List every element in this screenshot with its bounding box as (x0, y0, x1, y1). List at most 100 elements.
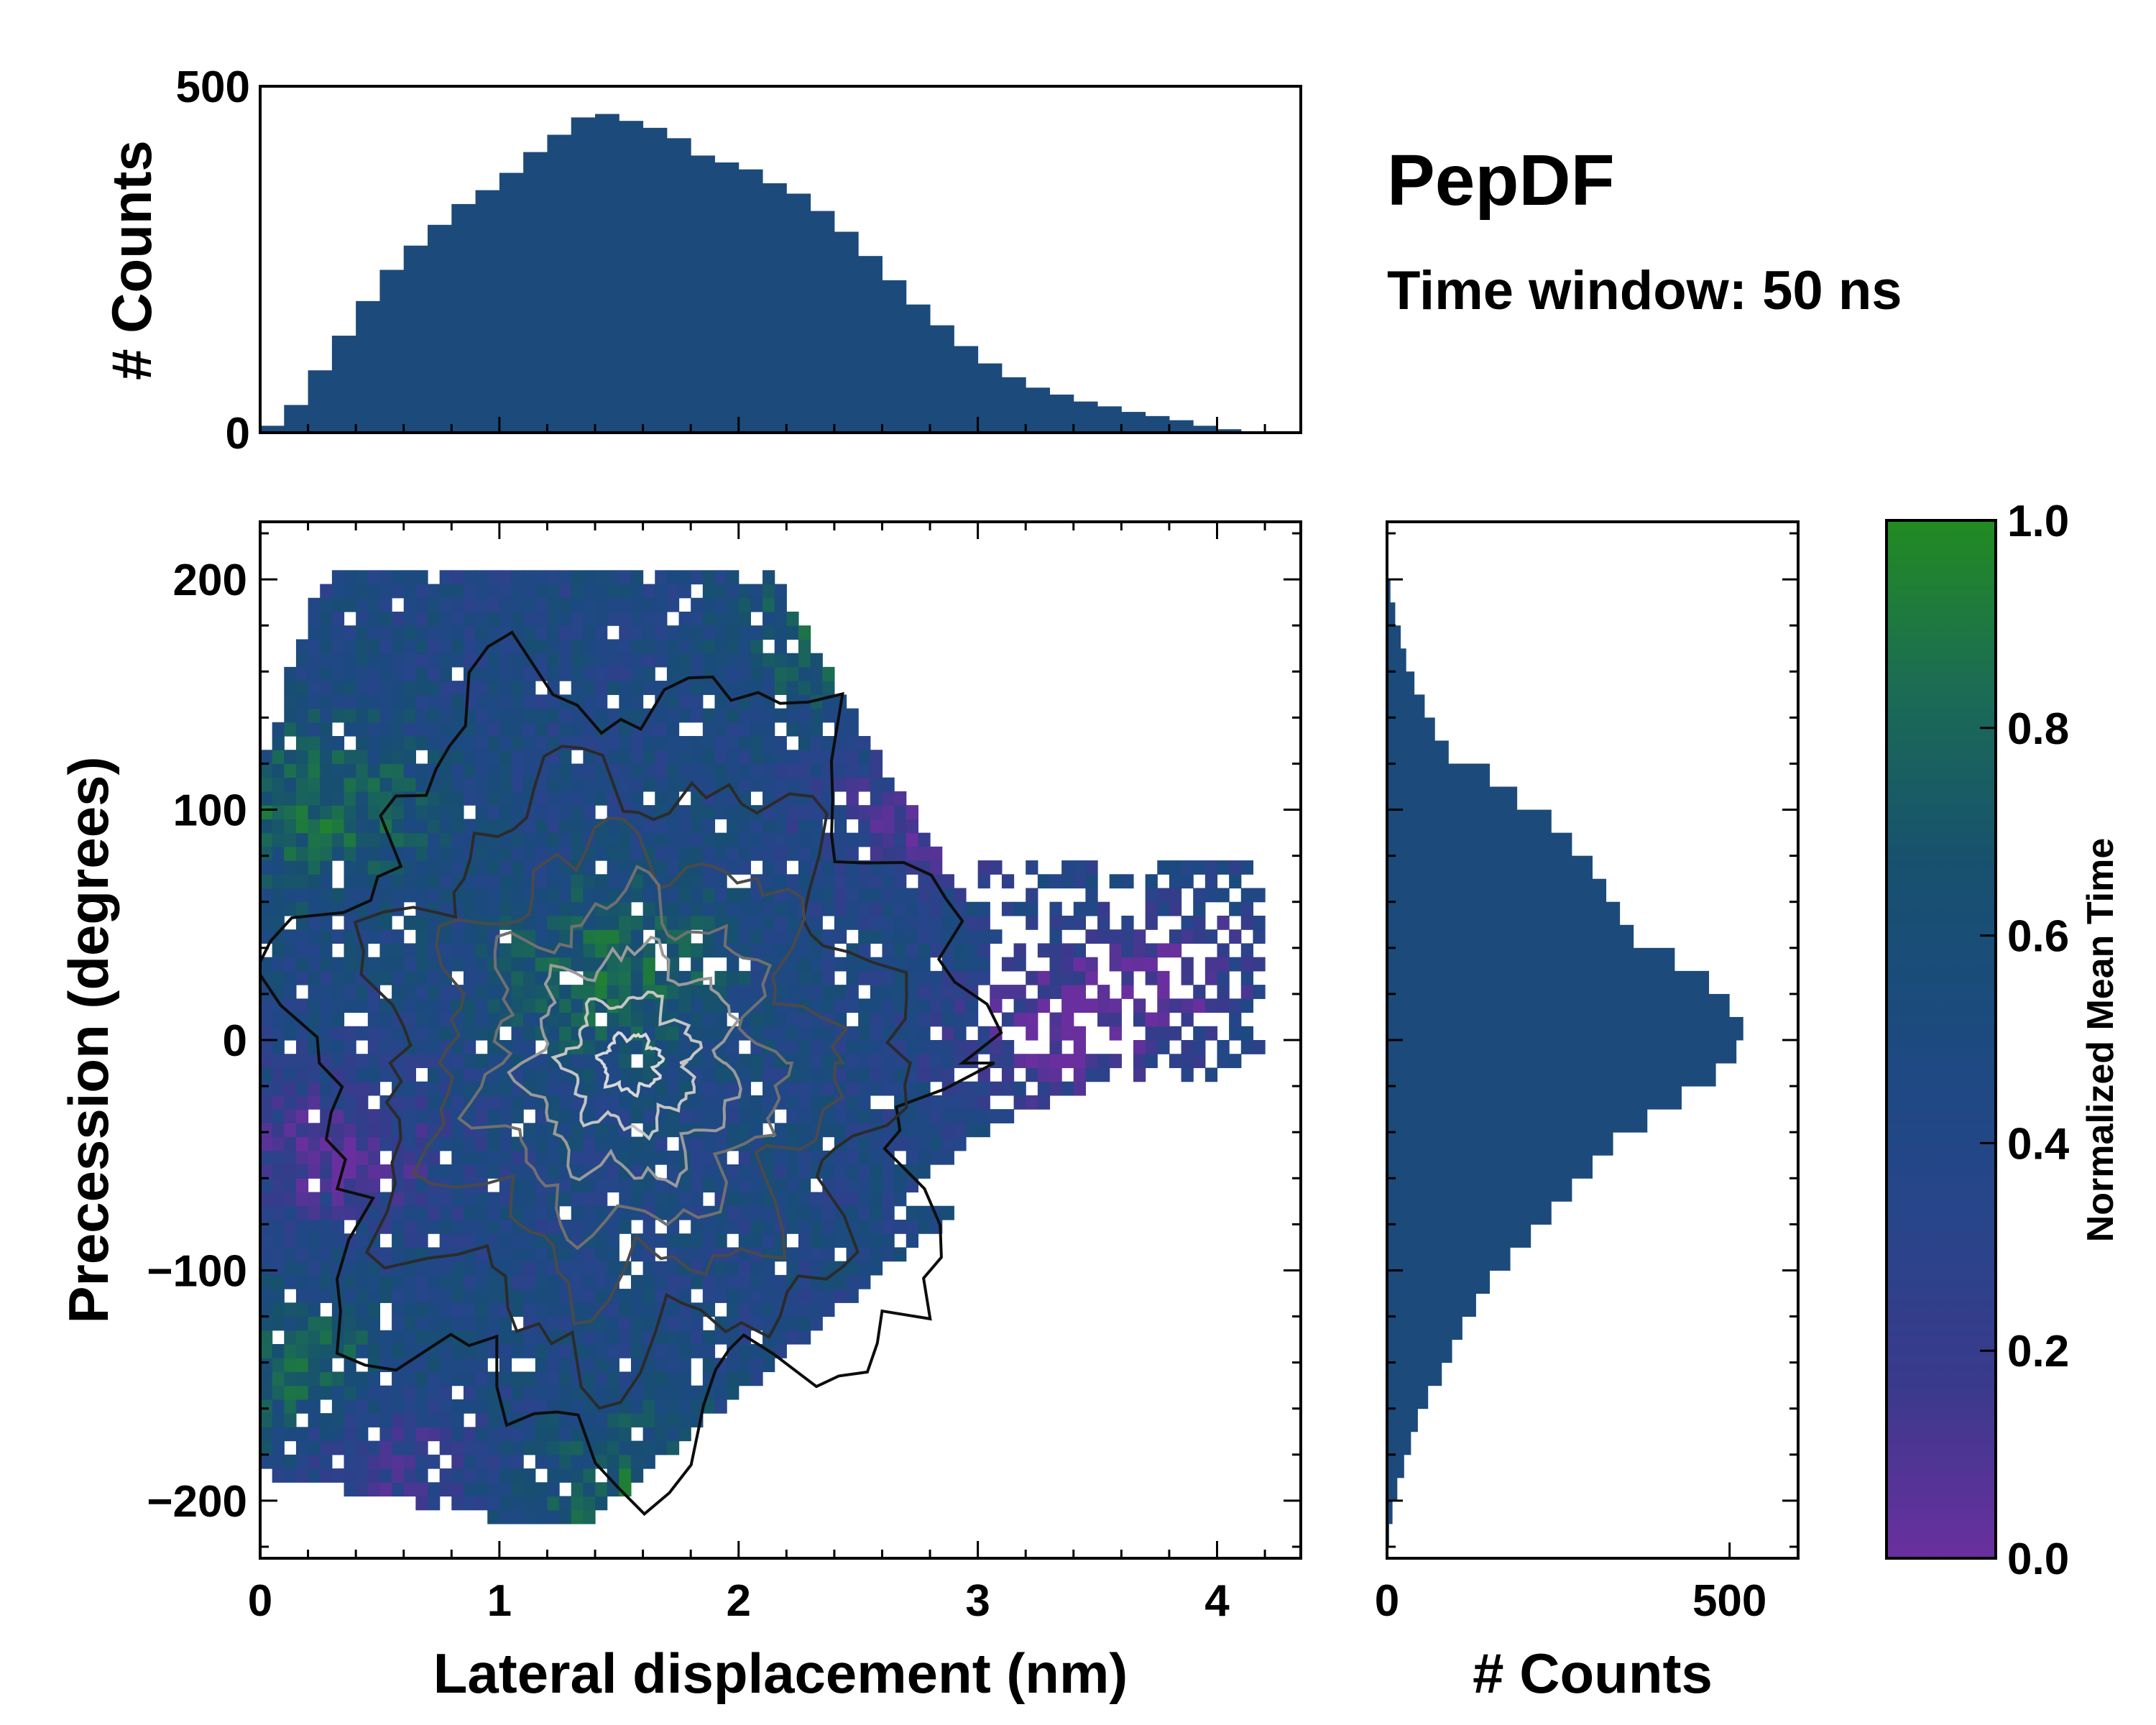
heatmap-cell (403, 777, 416, 792)
heatmap-cell (750, 901, 763, 916)
heatmap-cell (786, 1316, 799, 1331)
heatmap-cell (630, 1012, 644, 1027)
heatmap-cell (870, 874, 883, 889)
heatmap-cell (727, 1164, 740, 1179)
heatmap-cell (727, 625, 740, 640)
heatmap-cell (320, 750, 333, 765)
heatmap-cell (403, 1150, 416, 1165)
heatmap-cell (714, 763, 727, 778)
heatmap-cell (535, 1302, 548, 1317)
heatmap-cell (428, 625, 441, 640)
heatmap-cell (392, 763, 405, 778)
heatmap-cell (918, 1150, 931, 1165)
heatmap-cell (344, 653, 356, 668)
heatmap-cell (1217, 1040, 1230, 1054)
heatmap-cell (1169, 860, 1182, 875)
right-histogram-bar (1387, 924, 1634, 949)
heatmap-cell (1145, 970, 1158, 985)
heatmap-cell (559, 888, 572, 903)
heatmap-cell (1097, 985, 1110, 999)
heatmap-cell (511, 1150, 524, 1165)
heatmap-cell (738, 1371, 751, 1386)
heatmap-cell (571, 929, 584, 944)
heatmap-cell (702, 1150, 716, 1165)
heatmap-cell (463, 929, 476, 944)
heatmap-cell (260, 1233, 273, 1248)
heatmap-cell (260, 805, 273, 819)
heatmap-cell (499, 832, 512, 847)
heatmap-cell (451, 625, 464, 640)
heatmap-cell (1049, 901, 1062, 916)
heatmap-cell (834, 1123, 847, 1138)
heatmap-cell (655, 1261, 668, 1276)
heatmap-cell (356, 1440, 369, 1455)
heatmap-cell (320, 1233, 333, 1248)
heatmap-cell (331, 1371, 345, 1386)
heatmap-cell (428, 722, 441, 737)
heatmap-cell (428, 1164, 441, 1179)
heatmap-cell (763, 1081, 775, 1096)
heatmap-cell (463, 943, 476, 958)
heatmap-cell (906, 943, 919, 958)
heatmap-cell (295, 1040, 309, 1054)
top-histogram-bars (260, 114, 1266, 433)
heatmap-cell (918, 915, 931, 930)
heatmap-cell (559, 1343, 572, 1358)
heatmap-cell (331, 1427, 345, 1442)
heatmap-cell (403, 1316, 416, 1331)
heatmap-cell (308, 1316, 321, 1331)
heatmap-cell (272, 1247, 285, 1262)
heatmap-cell (571, 1095, 584, 1110)
heatmap-cell (786, 1095, 799, 1110)
density-contour (456, 865, 794, 1251)
heatmap-cell (392, 1440, 405, 1455)
heatmap-cell (810, 1192, 823, 1207)
heatmap-cell (870, 985, 883, 999)
heatmap-cell (810, 1205, 823, 1220)
heatmap-cell (738, 639, 751, 654)
heatmap-cell (738, 943, 751, 958)
heatmap-cell (1157, 985, 1170, 999)
heatmap-cell (428, 1482, 441, 1497)
heatmap-cell (475, 1123, 488, 1138)
heatmap-cell (1026, 1026, 1038, 1041)
heatmap-cell (798, 846, 811, 861)
heatmap-cell (499, 846, 512, 861)
heatmap-cell (666, 943, 680, 958)
top-histogram-ytick-label: 500 (176, 63, 250, 112)
heatmap-cell (930, 1054, 943, 1069)
heatmap-cell (727, 805, 740, 819)
heatmap-cell (547, 1316, 560, 1331)
heatmap-cell (344, 1302, 356, 1317)
heatmap-cell (451, 832, 464, 847)
heatmap-cell (344, 998, 356, 1013)
heatmap-cell (451, 1136, 464, 1151)
heatmap-cell (870, 1150, 883, 1165)
heatmap-cell (786, 681, 799, 695)
heatmap-cell (666, 1358, 680, 1373)
heatmap-cell (463, 639, 476, 654)
heatmap-cell (523, 736, 536, 750)
heatmap-cell (630, 957, 644, 972)
heatmap-cell (822, 666, 835, 681)
heatmap-cell (774, 1343, 787, 1358)
heatmap-cell (882, 1164, 895, 1179)
heatmap-cell (535, 1081, 548, 1096)
heatmap-cell (403, 805, 416, 819)
heatmap-cell (320, 666, 333, 681)
heatmap-cell (559, 1468, 572, 1483)
heatmap-cell (882, 1040, 895, 1054)
heatmap-cell (642, 1219, 655, 1234)
heatmap-cell (941, 1040, 954, 1054)
heatmap-cell (499, 1509, 512, 1524)
heatmap-cell (415, 1178, 428, 1193)
heatmap-cell (1049, 1054, 1062, 1069)
heatmap-cell (428, 1095, 441, 1110)
heatmap-cell (379, 1026, 392, 1041)
heatmap-cell (702, 1343, 716, 1358)
heatmap-cell (846, 791, 859, 806)
heatmap-cell (798, 874, 811, 889)
heatmap-cell (559, 1427, 572, 1442)
heatmap-cell (702, 1054, 716, 1069)
heatmap-cell (1193, 860, 1206, 875)
